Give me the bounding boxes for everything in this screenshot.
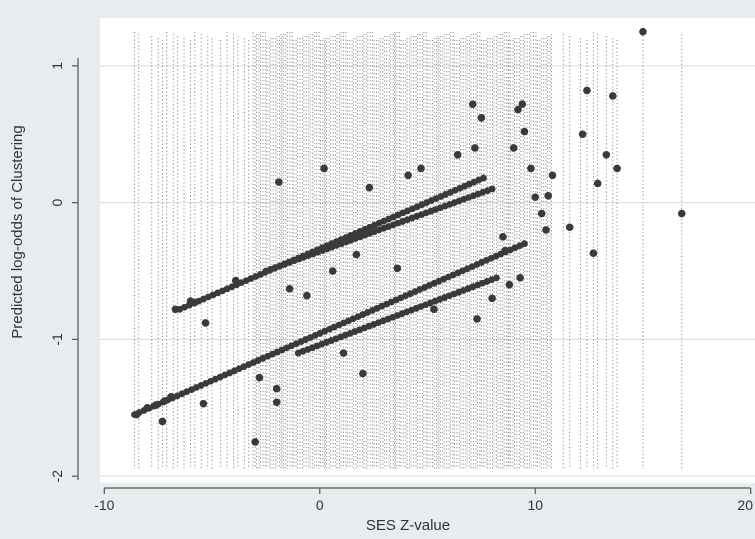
data-point [480,174,487,182]
data-point [320,164,328,173]
data-point [158,417,167,426]
data-point [516,274,524,282]
data-point [430,305,438,314]
y-tick-label: 1 [49,62,65,70]
data-point [509,144,518,152]
plot-area [100,18,755,483]
data-point [328,267,337,275]
data-point [544,191,552,200]
data-point [608,92,617,100]
data-point [272,398,281,407]
data-point [499,233,507,241]
data-point [583,86,591,95]
data-point [199,399,208,408]
data-point [542,226,550,234]
data-point [404,171,412,180]
data-point [251,438,259,446]
data-point [453,150,462,159]
data-point [548,171,557,180]
data-point [473,315,481,323]
y-tick-label: -2 [49,470,65,483]
tick-labels: -2-101-10 0 10 20 [49,62,753,513]
data-point [359,369,367,378]
data-point [468,100,477,108]
data-point [417,164,425,173]
x-axis-title: SES Z-value [366,517,450,534]
y-tick-label: -1 [49,333,65,346]
data-point [132,410,141,419]
data-point [527,164,535,173]
data-point [167,393,175,401]
data-point [488,294,496,303]
data-point [537,209,546,218]
data-point [531,193,540,201]
data-point [477,114,486,122]
data-point [143,403,152,412]
y-tick-label: 0 [49,199,65,207]
data-point [514,105,522,114]
data-point [255,373,264,382]
axes [72,57,752,494]
data-point [201,319,210,327]
data-point [272,384,281,393]
data-point [505,280,514,289]
data-points [131,27,686,446]
x-tick-label: 20 [737,497,753,513]
data-point [518,100,527,108]
data-point [521,240,528,248]
data-point [677,209,686,218]
data-point [275,178,283,186]
data-point [501,246,509,255]
data-point [393,264,402,273]
data-point [339,349,348,357]
data-point [565,223,574,232]
data-point [520,127,529,136]
data-point [589,249,598,258]
data-point [191,298,199,307]
data-point [231,276,240,285]
data-point [578,130,587,139]
y-axis-title: Predicted log-odds of Clustering [9,125,26,338]
data-point [352,250,361,259]
data-point [365,183,374,192]
data-point [303,291,311,300]
data-point [160,397,169,405]
x-tick-label: -10 [94,497,114,513]
x-tick-label: 0 [316,497,324,513]
data-point [593,179,602,188]
data-point [488,185,496,193]
data-point [602,150,611,159]
data-point [471,144,479,152]
data-point [171,305,180,314]
data-point [493,274,500,282]
data-point [152,401,160,409]
data-point [613,164,621,173]
x-tick-label: 10 [527,497,543,513]
data-point [285,284,294,293]
data-point [639,27,647,36]
